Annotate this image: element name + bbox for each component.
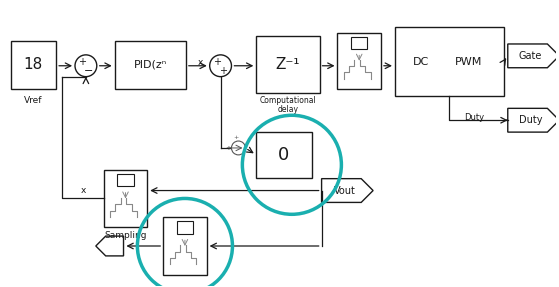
- Text: +: +: [234, 135, 239, 140]
- Text: Z⁻¹: Z⁻¹: [276, 57, 300, 72]
- Bar: [115, 41, 186, 88]
- Text: Vref: Vref: [24, 96, 42, 105]
- Bar: [163, 217, 207, 275]
- Text: +: +: [219, 66, 227, 76]
- Text: DC: DC: [413, 57, 429, 67]
- Bar: [104, 170, 147, 227]
- Text: −: −: [83, 66, 93, 76]
- Bar: [11, 41, 56, 88]
- Text: Duty: Duty: [464, 113, 484, 122]
- Text: Gate: Gate: [519, 51, 542, 61]
- Text: Vout: Vout: [333, 185, 356, 195]
- Bar: [256, 132, 312, 178]
- Text: delay: delay: [277, 105, 299, 115]
- Text: x: x: [81, 186, 87, 195]
- Text: 0: 0: [278, 146, 290, 164]
- Text: +: +: [78, 57, 86, 67]
- Text: PWM: PWM: [454, 57, 482, 67]
- Text: +: +: [213, 57, 221, 67]
- Bar: [338, 33, 381, 88]
- Circle shape: [231, 141, 245, 155]
- Text: ÷: ÷: [225, 144, 231, 150]
- Text: x: x: [198, 58, 203, 67]
- Polygon shape: [508, 108, 559, 132]
- Text: Computational: Computational: [259, 96, 316, 105]
- Text: Duty: Duty: [519, 115, 542, 125]
- Circle shape: [210, 55, 231, 77]
- Polygon shape: [321, 179, 373, 202]
- Bar: [351, 37, 367, 49]
- Polygon shape: [508, 44, 559, 68]
- Text: Sampling: Sampling: [105, 231, 147, 240]
- Circle shape: [75, 55, 97, 77]
- Polygon shape: [96, 236, 124, 256]
- Text: PID(zⁿ: PID(zⁿ: [134, 60, 167, 70]
- Bar: [177, 221, 193, 234]
- Bar: [117, 174, 134, 186]
- Bar: [256, 36, 320, 94]
- Bar: [395, 27, 504, 96]
- Text: 18: 18: [24, 57, 43, 72]
